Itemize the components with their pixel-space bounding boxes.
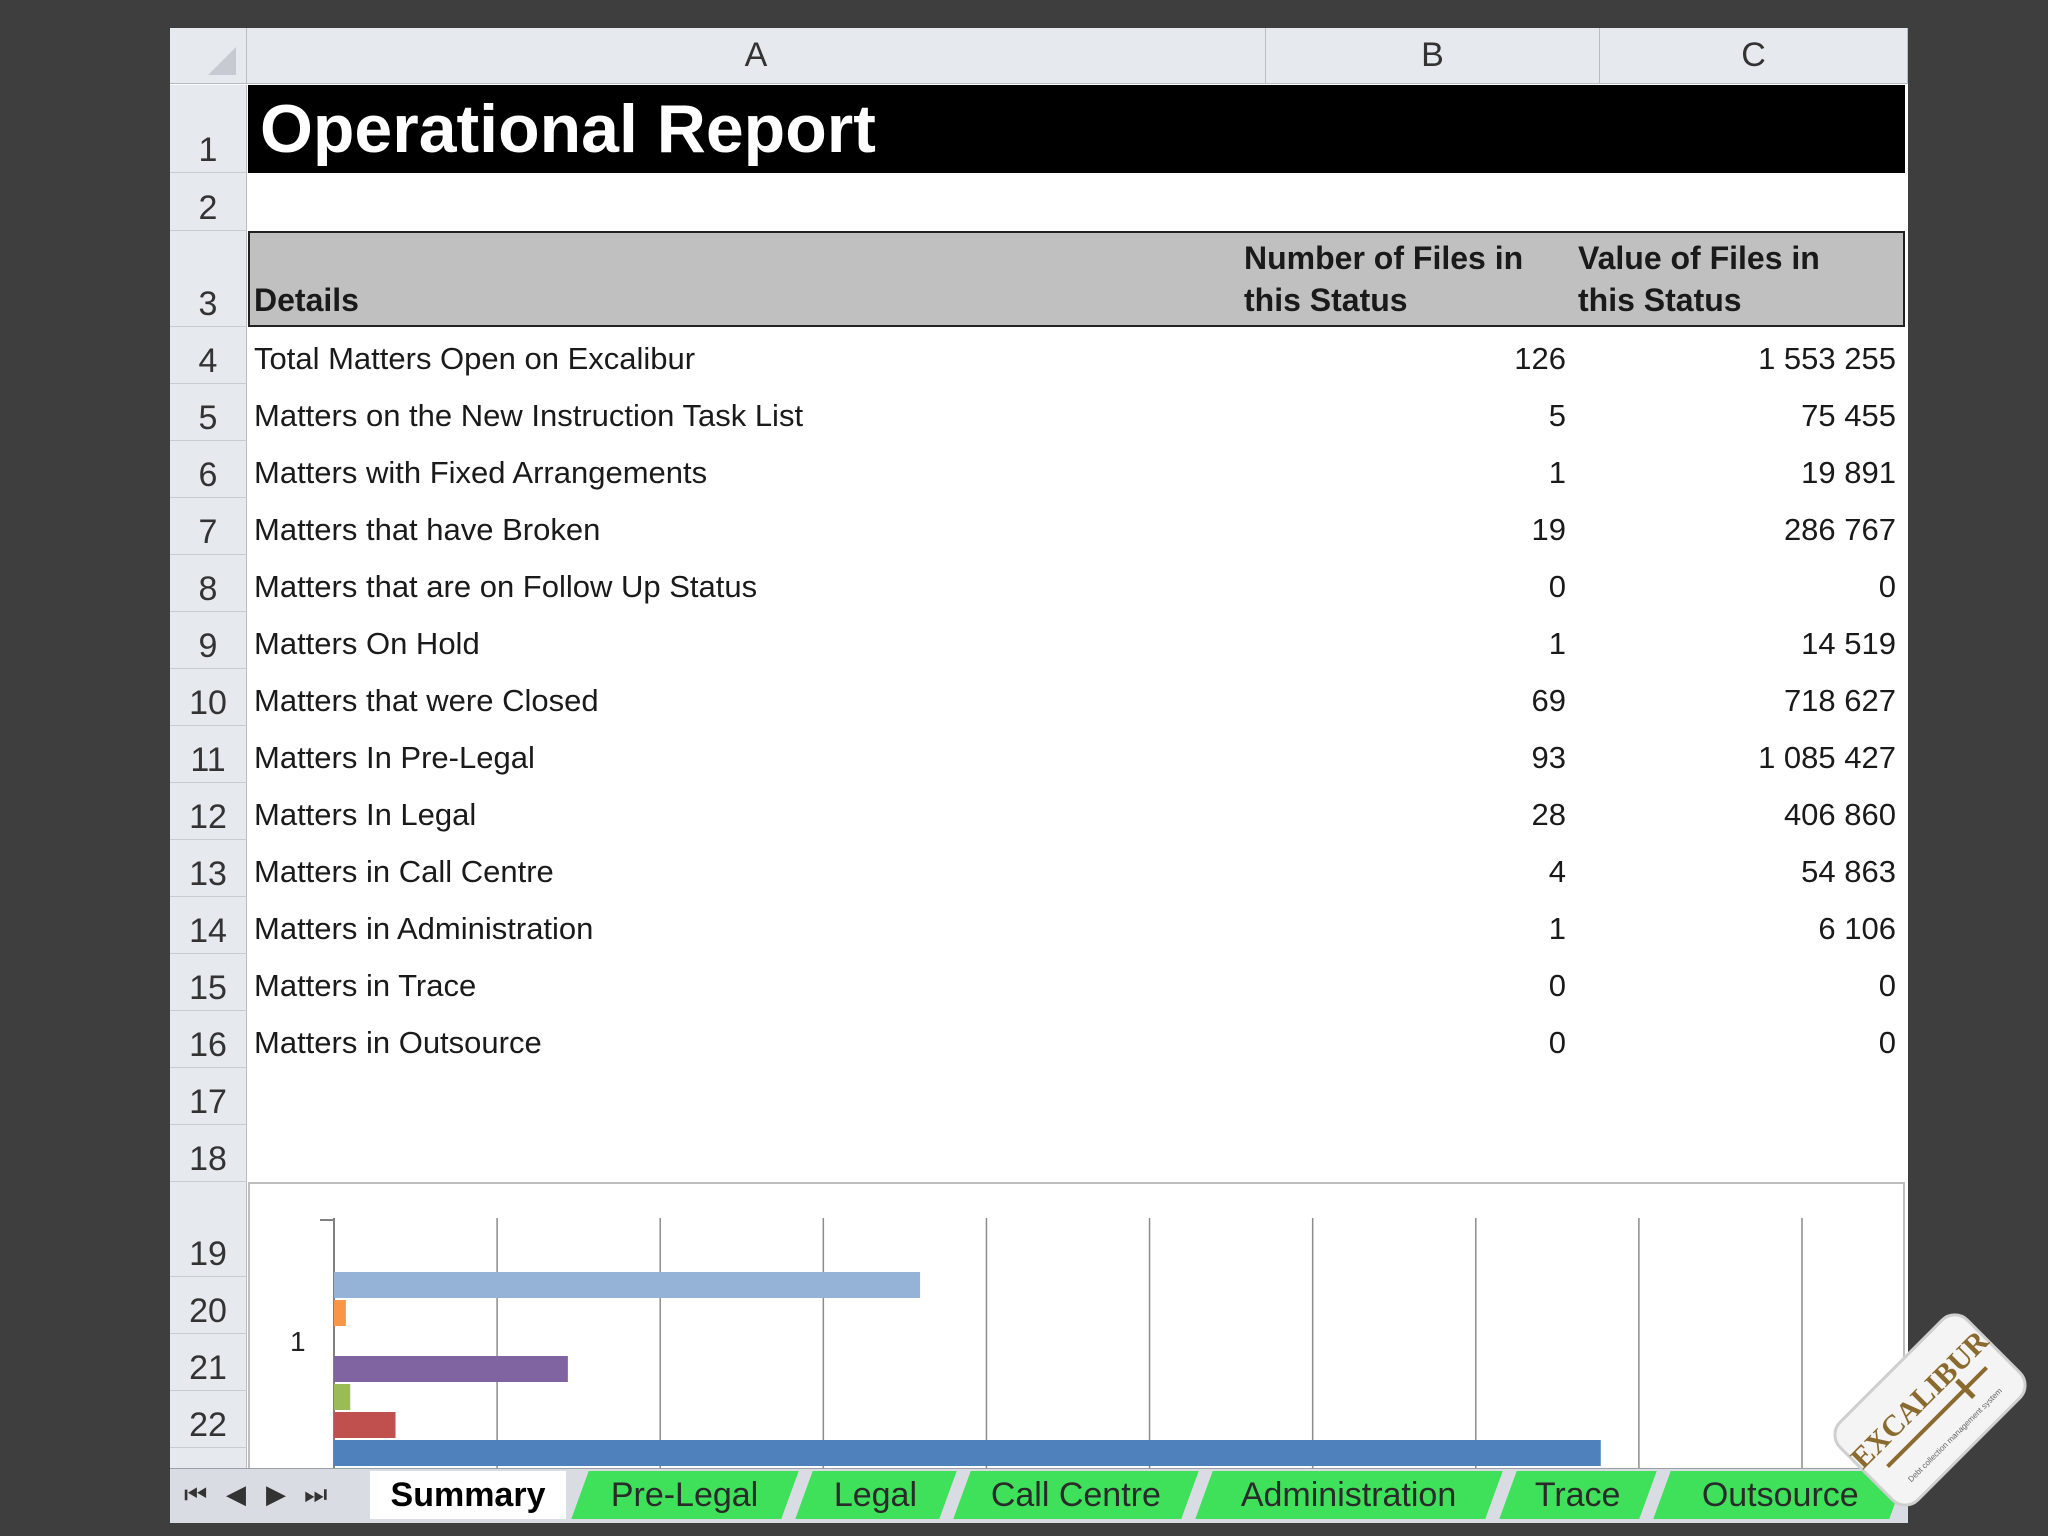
sheet-tab-bar: ⏮ ◀ ▶ ⏭ Summary Pre-Legal Legal Call Cen… xyxy=(170,1468,1908,1523)
row-files-count[interactable]: 19 xyxy=(1531,512,1566,547)
row-label[interactable]: Matters that have Broken xyxy=(254,512,601,547)
row-label[interactable]: Matters in Administration xyxy=(254,911,594,946)
excalibur-logo: EXCALIBUR Debt collection management sys… xyxy=(1820,1300,2040,1520)
row-header[interactable]: 6 xyxy=(170,441,247,498)
chart-bar-series-7[interactable] xyxy=(334,1272,921,1298)
bar-chart: 1 xyxy=(290,1218,1803,1520)
row-files-value[interactable]: 406 860 xyxy=(1783,797,1896,832)
row-header[interactable]: 18 xyxy=(170,1125,247,1182)
row-label[interactable]: Matters On Hold xyxy=(254,626,480,661)
chart-bar-series-2[interactable] xyxy=(334,1412,396,1438)
row-label[interactable]: Matters In Pre-Legal xyxy=(254,740,535,775)
row-files-value[interactable]: 14 519 xyxy=(1801,626,1896,661)
row-header[interactable]: 14 xyxy=(170,897,247,954)
row-files-value[interactable]: 1 553 255 xyxy=(1758,341,1896,376)
spreadsheet-grid: A B C 1 2 3 4 5 6 7 8 9 10 11 12 13 14 1… xyxy=(170,28,1908,1522)
row-files-value[interactable]: 1 085 427 xyxy=(1758,740,1896,775)
row-header[interactable]: 19 xyxy=(170,1182,247,1277)
tab-pre-legal[interactable]: Pre-Legal xyxy=(571,1471,799,1519)
row-files-count[interactable]: 28 xyxy=(1531,797,1566,832)
column-header-a[interactable]: A xyxy=(247,28,1266,84)
row-label[interactable]: Matters with Fixed Arrangements xyxy=(254,455,708,490)
row-header[interactable]: 21 xyxy=(170,1334,247,1391)
row-files-value[interactable]: 6 106 xyxy=(1818,911,1896,946)
select-all-corner[interactable] xyxy=(170,28,247,84)
row-header[interactable]: 12 xyxy=(170,783,247,840)
row-files-count[interactable]: 0 xyxy=(1548,968,1566,1003)
row-files-count[interactable]: 1 xyxy=(1548,455,1566,490)
row-label[interactable]: Total Matters Open on Excalibur xyxy=(254,341,696,376)
row-header[interactable]: 20 xyxy=(170,1277,247,1334)
row-header[interactable]: 2 xyxy=(170,173,247,231)
header-files-line1: Number of Files in xyxy=(1244,240,1524,276)
row-header[interactable]: 22 xyxy=(170,1391,247,1448)
row-label[interactable]: Matters In Legal xyxy=(254,797,477,832)
row-files-count[interactable]: 0 xyxy=(1548,1025,1566,1060)
row-header[interactable]: 1 xyxy=(170,85,247,173)
row-header[interactable]: 7 xyxy=(170,498,247,555)
row-header[interactable]: 8 xyxy=(170,555,247,612)
row-header[interactable]: 4 xyxy=(170,327,247,384)
header-files-line2: this Status xyxy=(1244,282,1408,318)
row-files-count[interactable]: 1 xyxy=(1548,911,1566,946)
row-files-value[interactable]: 286 767 xyxy=(1783,512,1896,547)
row-files-count[interactable]: 1 xyxy=(1548,626,1566,661)
row-files-count[interactable]: 5 xyxy=(1548,398,1566,433)
chart-bar-series-6[interactable] xyxy=(334,1300,346,1326)
chart-category-label: 1 xyxy=(290,1326,306,1357)
row-files-count[interactable]: 4 xyxy=(1548,854,1566,889)
row-header[interactable]: 15 xyxy=(170,954,247,1011)
tab-trace[interactable]: Trace xyxy=(1499,1471,1657,1519)
row-header[interactable]: 17 xyxy=(170,1068,247,1125)
column-header-c[interactable]: C xyxy=(1600,28,1908,84)
row-files-value[interactable]: 0 xyxy=(1878,1025,1896,1060)
prev-sheet-icon[interactable]: ◀ xyxy=(226,1479,246,1509)
row-files-count[interactable]: 0 xyxy=(1548,569,1566,604)
row-header[interactable]: 16 xyxy=(170,1011,247,1068)
tab-administration[interactable]: Administration xyxy=(1195,1471,1503,1519)
table-header-band xyxy=(248,231,1905,327)
row-label[interactable]: Matters on the New Instruction Task List xyxy=(254,398,804,433)
row-files-count[interactable]: 69 xyxy=(1531,683,1566,718)
row-label[interactable]: Matters in Call Centre xyxy=(254,854,554,889)
chart-bar-series-1[interactable] xyxy=(334,1440,1601,1466)
row-label[interactable]: Matters that were Closed xyxy=(254,683,599,718)
row-files-value[interactable]: 0 xyxy=(1878,968,1896,1003)
row-label[interactable]: Matters in Trace xyxy=(254,968,477,1003)
row-label[interactable]: Matters in Outsource xyxy=(254,1025,542,1060)
row-header[interactable]: 3 xyxy=(170,231,247,327)
row-header[interactable]: 5 xyxy=(170,384,247,441)
last-sheet-icon[interactable]: ⏭ xyxy=(304,1479,328,1509)
row-header[interactable]: 11 xyxy=(170,726,247,783)
header-value-line1: Value of Files in xyxy=(1578,240,1820,276)
column-header-b[interactable]: B xyxy=(1266,28,1600,84)
tab-call-centre[interactable]: Call Centre xyxy=(953,1471,1199,1519)
row-files-count[interactable]: 126 xyxy=(1514,341,1566,376)
row-files-value[interactable]: 75 455 xyxy=(1801,398,1896,433)
row-files-value[interactable]: 19 891 xyxy=(1801,455,1896,490)
chart-bar-series-4[interactable] xyxy=(334,1356,568,1382)
header-details: Details xyxy=(254,282,359,318)
row-header[interactable]: 10 xyxy=(170,669,247,726)
tab-legal[interactable]: Legal xyxy=(795,1471,957,1519)
row-header[interactable]: 13 xyxy=(170,840,247,897)
tab-summary[interactable]: Summary xyxy=(370,1471,566,1519)
header-value-line2: this Status xyxy=(1578,282,1742,318)
chart-bar-series-3[interactable] xyxy=(334,1384,351,1410)
row-files-value[interactable]: 54 863 xyxy=(1801,854,1896,889)
row-header[interactable]: 9 xyxy=(170,612,247,669)
row-label[interactable]: Matters that are on Follow Up Status xyxy=(254,569,758,604)
row-files-value[interactable]: 718 627 xyxy=(1783,683,1896,718)
next-sheet-icon[interactable]: ▶ xyxy=(266,1479,286,1509)
chart-area[interactable]: 1 xyxy=(248,1182,1905,1522)
first-sheet-icon[interactable]: ⏮ xyxy=(184,1479,208,1509)
row-files-value[interactable]: 0 xyxy=(1878,569,1896,604)
report-title: Operational Report xyxy=(248,85,1905,173)
row-files-count[interactable]: 93 xyxy=(1531,740,1566,775)
